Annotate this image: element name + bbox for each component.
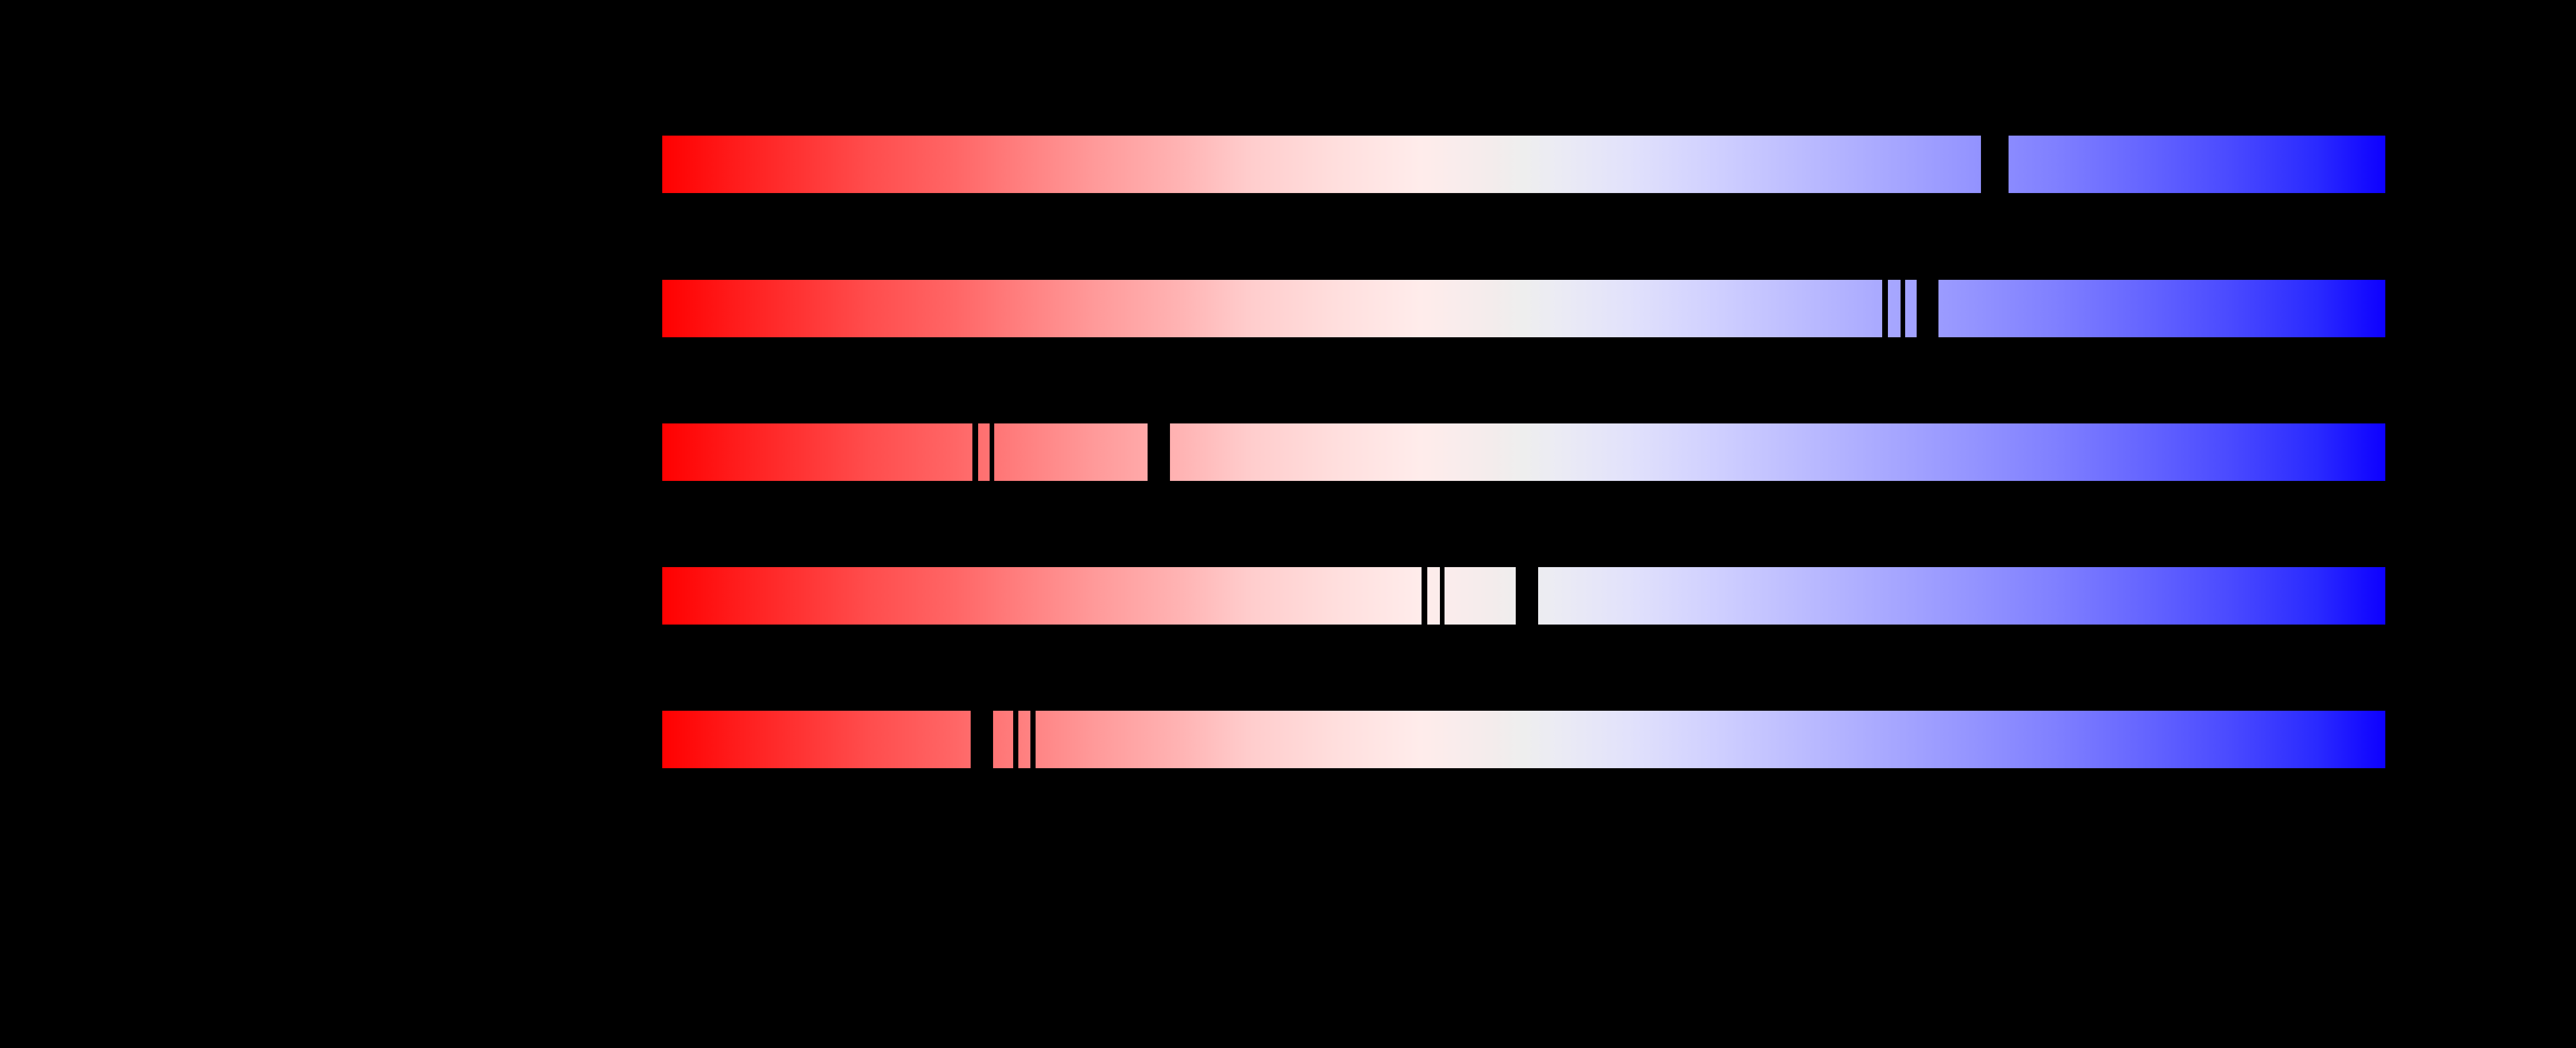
gradient-segment xyxy=(1018,711,1030,768)
track-2[interactable] xyxy=(662,280,2385,337)
gradient-segment xyxy=(1888,280,1901,337)
track-3[interactable] xyxy=(662,423,2385,481)
track-1[interactable] xyxy=(662,136,2385,193)
gradient-segment xyxy=(1905,280,1917,337)
track-5[interactable] xyxy=(662,711,2385,768)
gradient-segment xyxy=(1427,567,1440,625)
gradient-segment xyxy=(1445,567,1516,625)
gradient-segment xyxy=(662,280,1882,337)
gradient-segment xyxy=(662,711,971,768)
gradient-segment xyxy=(662,136,1981,193)
gradient-segment xyxy=(1938,280,2385,337)
gradient-segment xyxy=(1170,423,2385,481)
gradient-segment xyxy=(994,423,1148,481)
gradient-segment xyxy=(1538,567,2385,625)
gradient-segment xyxy=(2009,136,2385,193)
gradient-segment xyxy=(1036,711,2385,768)
gradient-segment xyxy=(662,567,1422,625)
track-4[interactable] xyxy=(662,567,2385,625)
gradient-segment xyxy=(978,423,990,481)
gradient-segment xyxy=(993,711,1013,768)
gradient-segment xyxy=(662,423,972,481)
